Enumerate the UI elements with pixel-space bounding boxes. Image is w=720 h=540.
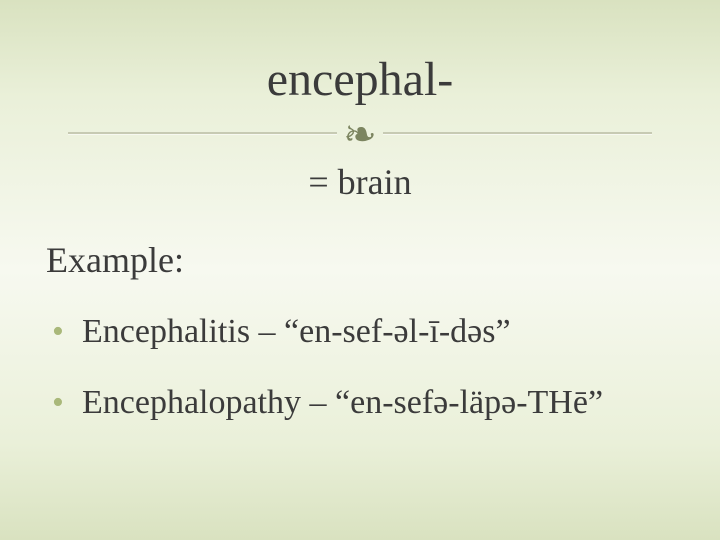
subtitle: = brain bbox=[46, 161, 674, 203]
bullet-list: Encephalitis – “en-sef-əl-ī-dəs” Encepha… bbox=[46, 311, 674, 424]
title-divider: ❧ bbox=[68, 113, 652, 153]
flourish-icon: ❧ bbox=[337, 115, 383, 155]
example-label: Example: bbox=[46, 239, 674, 281]
list-item: Encephalitis – “en-sef-əl-ī-dəs” bbox=[52, 311, 674, 354]
title: encephal- bbox=[46, 52, 674, 107]
divider-line-left bbox=[68, 132, 337, 135]
list-item: Encephalopathy – “en-sefə-läpə-THē” bbox=[52, 382, 674, 425]
divider-line-right bbox=[383, 132, 652, 135]
slide: encephal- ❧ = brain Example: Encephaliti… bbox=[0, 0, 720, 540]
